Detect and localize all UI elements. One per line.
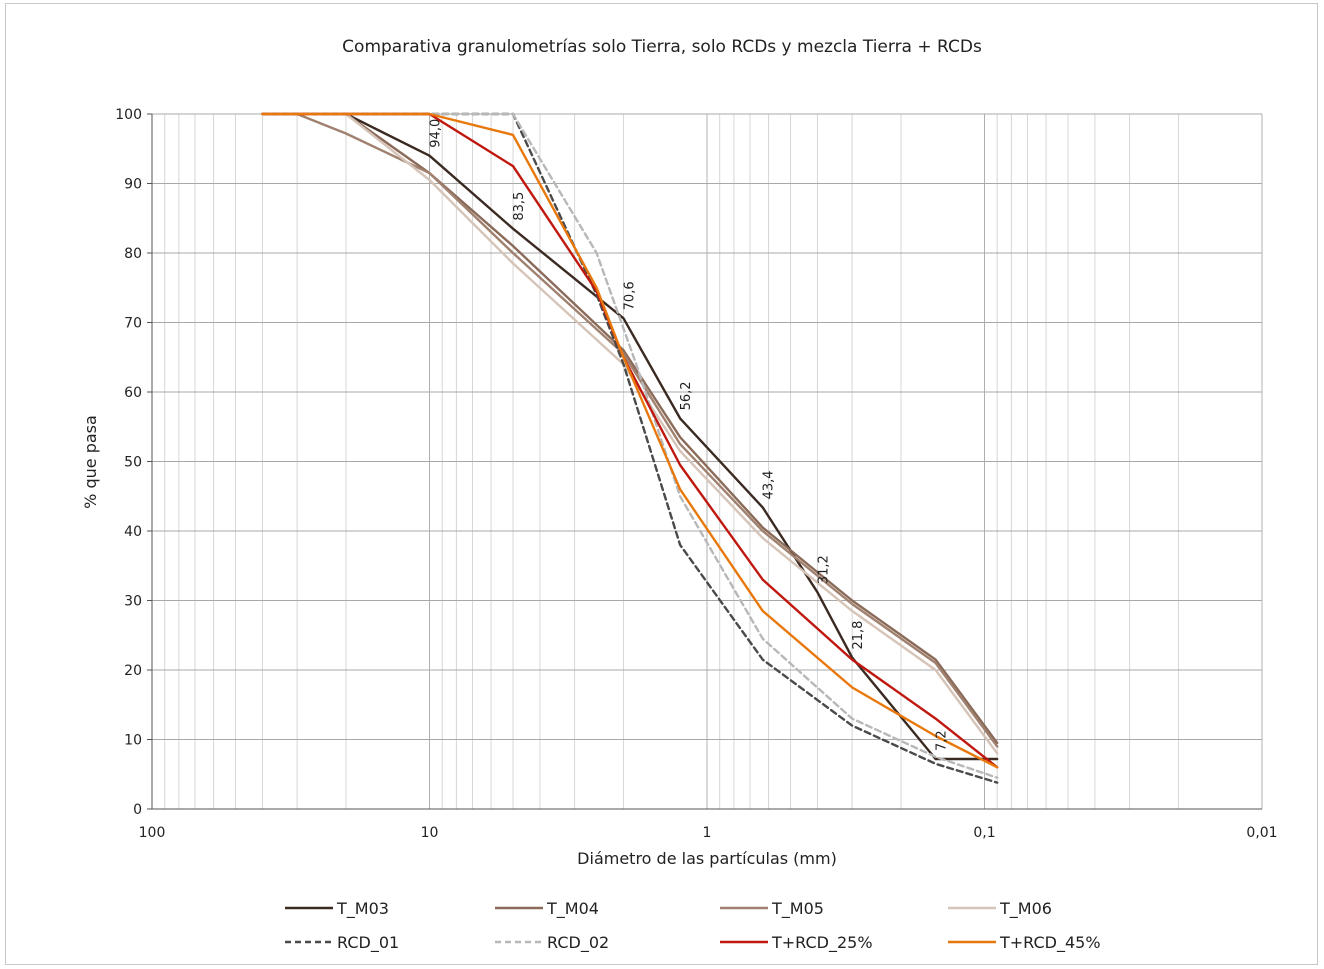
- data-labels: 94,0 83,5 70,6 56,2 43,4 31,2 21,8 7,2: [429, 119, 950, 751]
- series-line-rcd-02: [261, 112, 999, 779]
- legend-entry-label: RCD_02: [547, 933, 609, 953]
- series-line-t-m05: [295, 112, 999, 748]
- x-axis-label: Diámetro de las partículas (mm): [577, 849, 837, 868]
- x-tick-label: 0,1: [973, 825, 995, 841]
- series-line-t-m03: [344, 112, 999, 761]
- data-label: 43,4: [762, 470, 777, 499]
- x-tick-label: 100: [139, 825, 166, 841]
- data-label: 21,8: [851, 621, 866, 650]
- series-line-rcd-01: [261, 112, 999, 784]
- y-tick-label: 50: [124, 455, 142, 471]
- y-tick-label: 100: [115, 107, 142, 123]
- legend: T_M03 T_M04 T_M05 T_M06 RCD_01 RCD_02 T+RCD_25…: [285, 899, 1101, 953]
- data-label: 7,2: [935, 730, 950, 751]
- series-layer: [261, 112, 999, 784]
- grid-lines: [151, 113, 1263, 810]
- legend-entry-label: T_M04: [546, 899, 599, 919]
- y-tick-label: 90: [124, 177, 142, 193]
- data-label: 83,5: [512, 192, 527, 221]
- data-label: 56,2: [679, 381, 694, 410]
- series-line-t-rcd-45-: [261, 112, 999, 769]
- legend-entry-label: T_M06: [999, 899, 1052, 919]
- chart-title: Comparativa granulometrías solo Tierra, …: [342, 37, 982, 57]
- x-tick-label: 10: [421, 825, 439, 841]
- y-tick-label: 70: [124, 316, 142, 332]
- y-tick-label: 30: [124, 594, 142, 610]
- y-tick-label: 10: [124, 733, 142, 749]
- legend-entry-label: RCD_01: [337, 933, 399, 953]
- y-tick-label: 80: [124, 246, 142, 262]
- legend-entry-label: T_M05: [771, 899, 824, 919]
- data-label: 94,0: [429, 119, 444, 148]
- y-tick-label: 0: [133, 802, 142, 818]
- y-tick-label: 20: [124, 663, 142, 679]
- legend-entry-label: T_M03: [336, 899, 389, 919]
- series-line-t-rcd-25-: [261, 112, 999, 769]
- y-tick-label: 40: [124, 524, 142, 540]
- x-tick-label: 0,01: [1246, 825, 1277, 841]
- y-tick-label: 60: [124, 385, 142, 401]
- y-axis-label: % que pasa: [81, 415, 100, 509]
- data-label: 70,6: [622, 281, 637, 310]
- x-tick-label: 1: [703, 825, 712, 841]
- legend-entry-label: T+RCD_45%: [999, 933, 1101, 953]
- series-line-t-m04: [344, 112, 999, 745]
- data-label: 31,2: [816, 555, 831, 584]
- legend-entry-label: T+RCD_25%: [771, 933, 873, 953]
- series-line-t-m06: [344, 112, 999, 755]
- axes: 100 10 1 0,1 0,01 0 10 20 30 40 50 60 70 80 90 100: [115, 107, 1277, 841]
